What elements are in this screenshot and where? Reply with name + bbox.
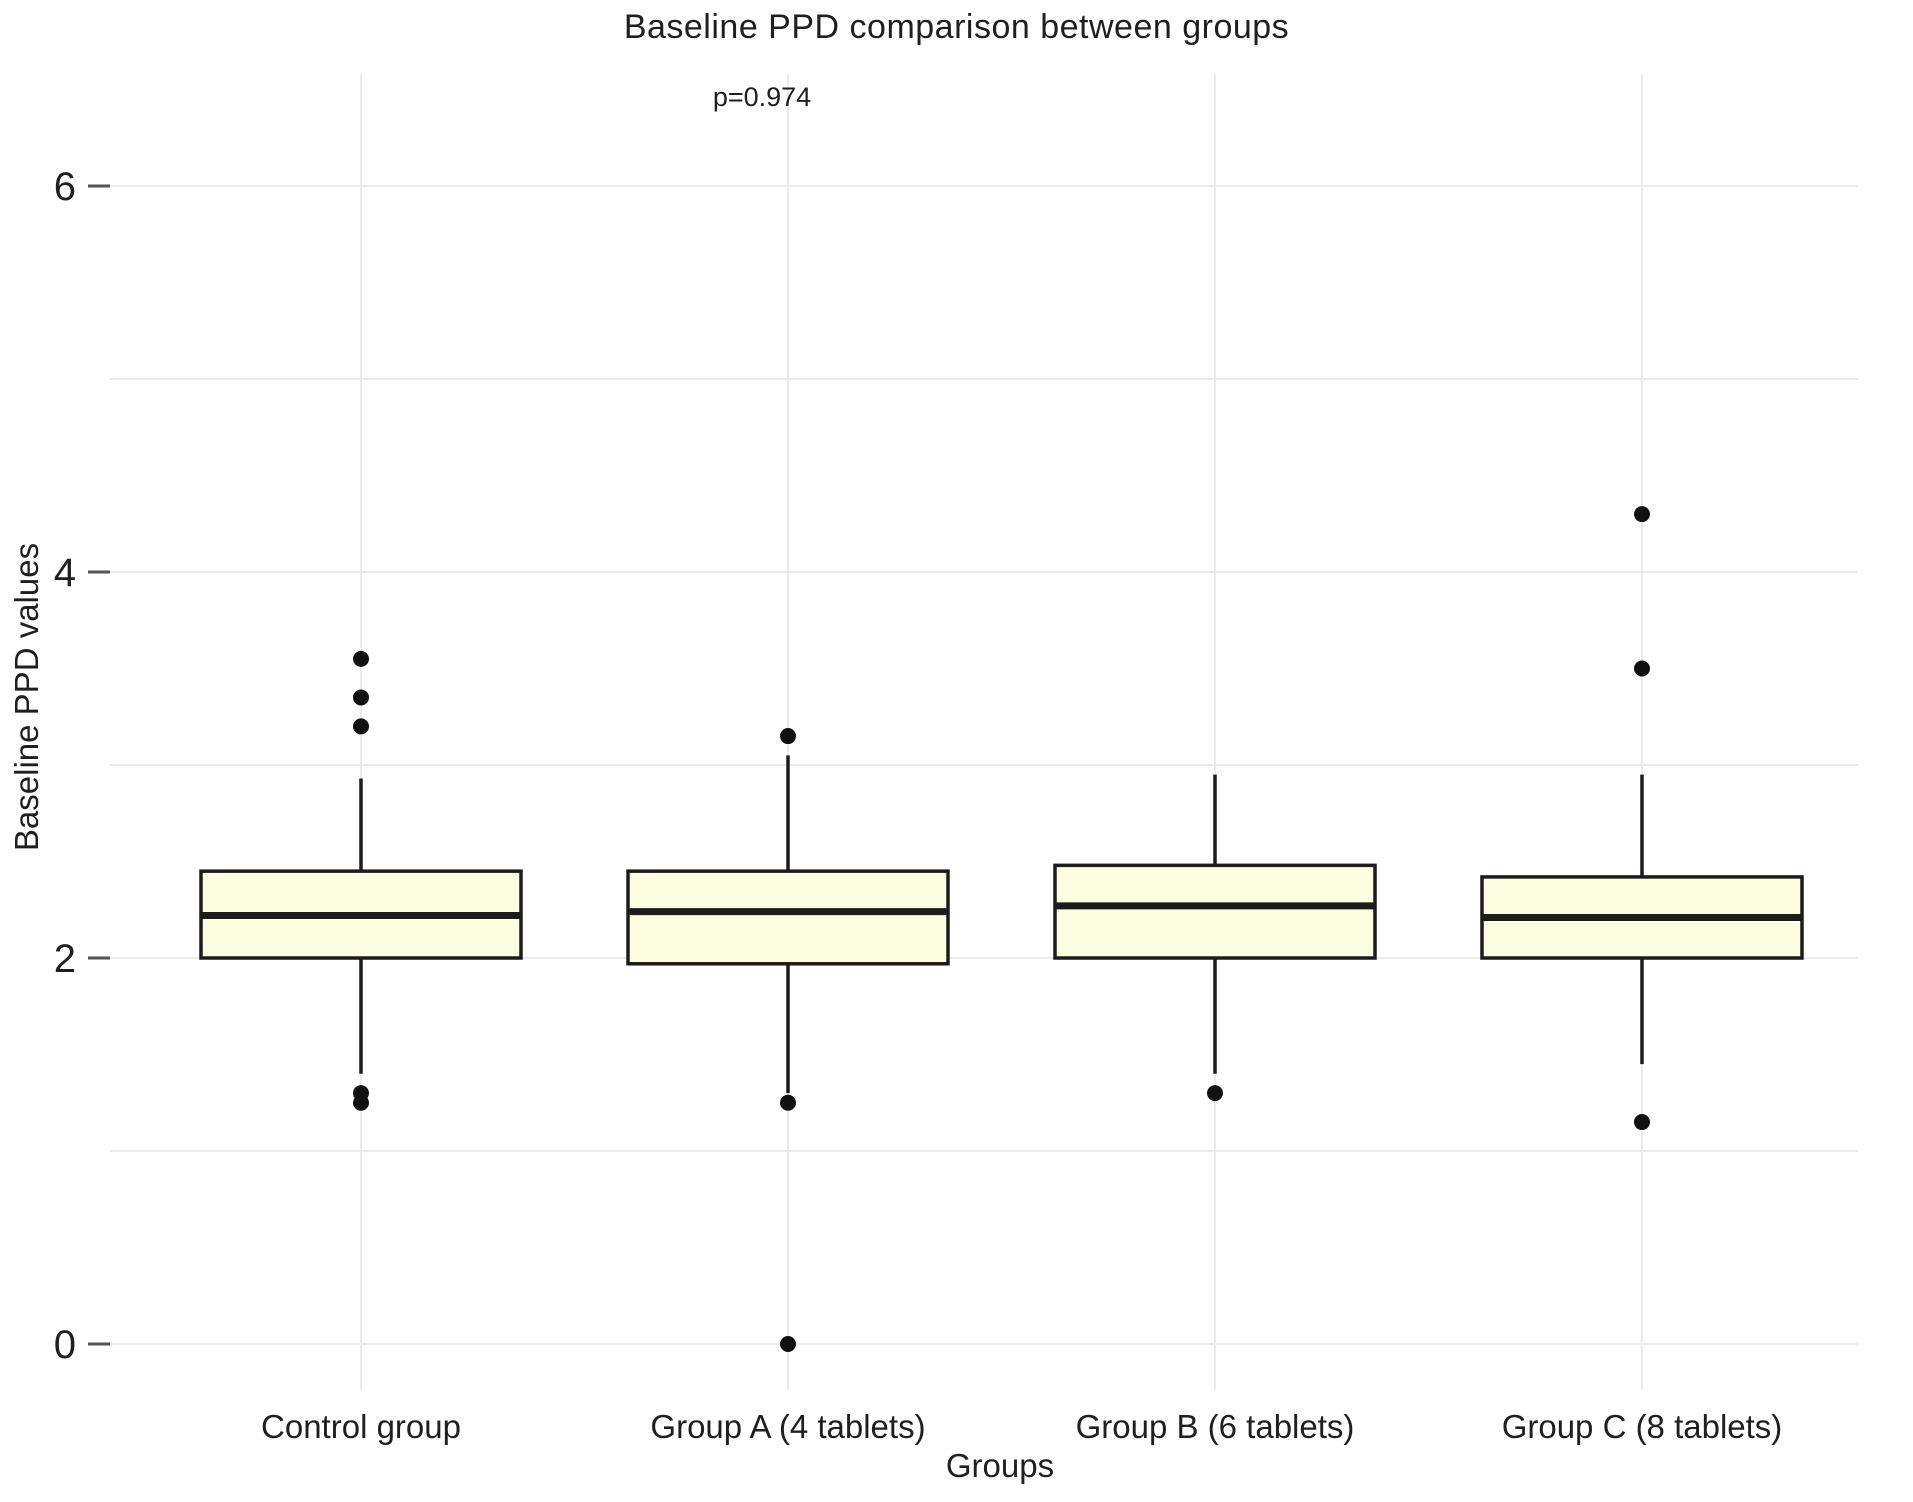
outlier-point xyxy=(353,1094,369,1111)
chart-title: Baseline PPD comparison between groups xyxy=(623,8,1290,46)
outlier-point xyxy=(780,728,796,745)
boxplot-group-b-6-tablets xyxy=(1053,774,1377,1102)
x-tick-label-group-b-6-tablets: Group B (6 tablets) xyxy=(1076,1408,1355,1445)
box xyxy=(626,869,950,966)
boxplot-control-group xyxy=(199,650,523,1111)
y-tick-label-6: 6 xyxy=(54,165,76,209)
outlier-point xyxy=(353,718,369,735)
outlier-point xyxy=(353,650,369,667)
boxplot-group-c-8-tablets xyxy=(1480,506,1804,1131)
y-tick-label-0: 0 xyxy=(54,1323,76,1367)
outlier-point xyxy=(1634,506,1650,523)
y-tick-label-4: 4 xyxy=(54,551,76,595)
outlier-point xyxy=(1634,1114,1650,1131)
x-axis-label: Groups xyxy=(945,1447,1055,1484)
outlier-point xyxy=(1634,660,1650,677)
x-tick-label-group-c-8-tablets: Group C (8 tablets) xyxy=(1502,1408,1783,1445)
box xyxy=(1053,863,1377,960)
x-tick-label-group-a-4-tablets: Group A (4 tablets) xyxy=(650,1408,925,1445)
y-tick-label-2: 2 xyxy=(54,937,76,981)
y-axis-label: Baseline PPD values xyxy=(8,542,45,852)
outlier-point xyxy=(353,689,369,706)
boxplot-group-a-4-tablets xyxy=(626,728,950,1352)
outlier-point xyxy=(780,1094,796,1111)
p-value-annotation: p=0.974 xyxy=(712,82,812,112)
outlier-point xyxy=(1207,1085,1223,1102)
x-tick-label-control-group: Control group xyxy=(261,1408,461,1445)
outlier-point xyxy=(780,1336,796,1352)
